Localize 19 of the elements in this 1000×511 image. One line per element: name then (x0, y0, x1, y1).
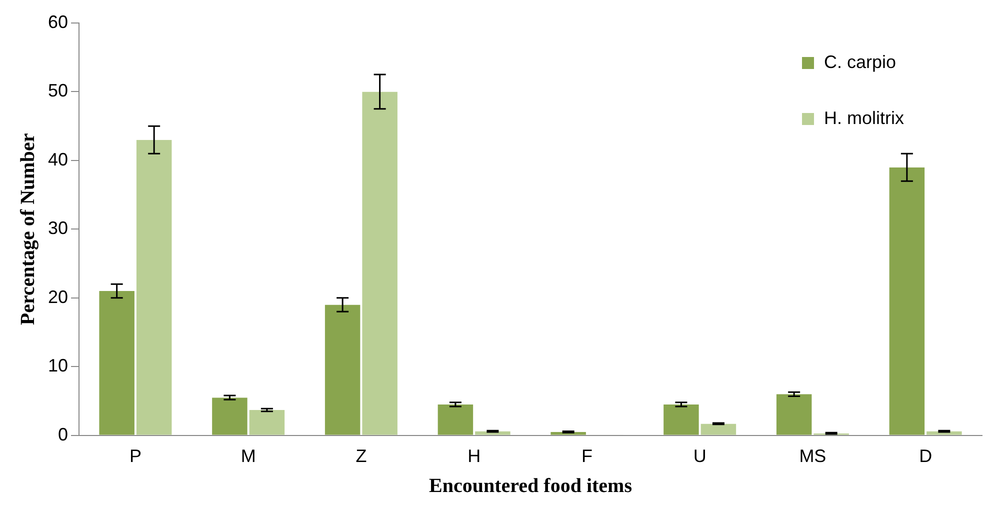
x-axis-title: Encountered food items (429, 475, 632, 498)
x-tick-label: MS (799, 446, 826, 466)
y-tick-label: 60 (48, 12, 68, 32)
x-tick-label: H (468, 446, 481, 466)
y-tick-label: 40 (48, 149, 68, 170)
y-tick-label: 50 (48, 80, 68, 101)
x-tick-label: P (129, 446, 142, 466)
y-tick-label: 0 (58, 424, 68, 444)
x-tick-label: U (693, 446, 706, 466)
y-axis-title: Percentage of Number (17, 133, 40, 326)
x-tick-label: Z (356, 446, 367, 466)
x-tick-label: M (240, 446, 256, 466)
x-tick-label: D (919, 446, 932, 466)
y-tick-label: 20 (48, 286, 68, 307)
legend-label: C. carpio (824, 52, 896, 72)
x-tick-label: F (581, 446, 592, 466)
y-tick-label: 10 (48, 356, 68, 376)
legend-label: H. molitrix (824, 108, 904, 128)
y-tick-label: 30 (48, 218, 68, 238)
